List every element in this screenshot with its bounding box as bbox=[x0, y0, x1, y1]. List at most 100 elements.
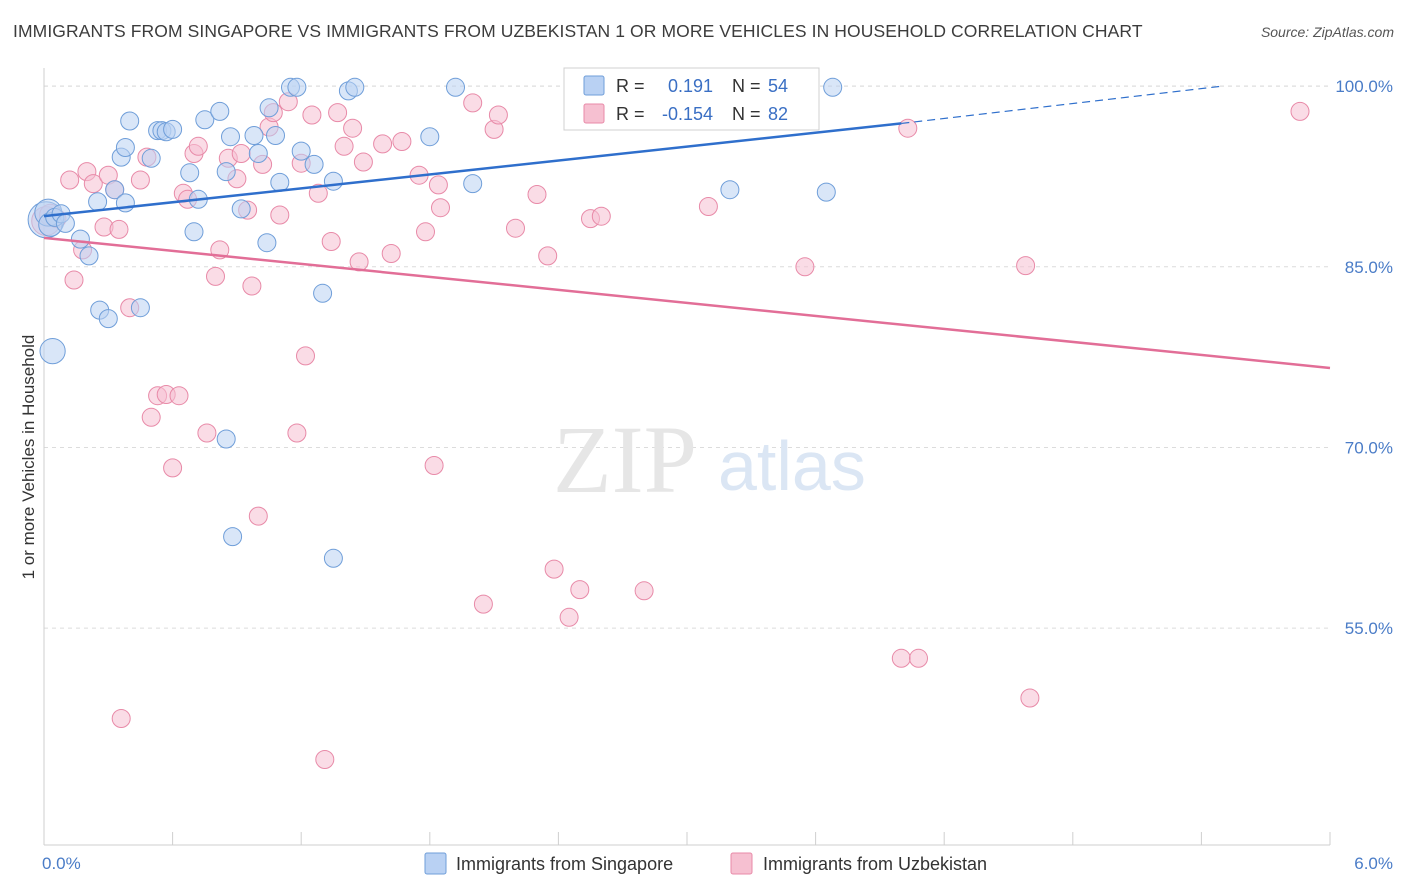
uzbekistan-point bbox=[163, 458, 183, 478]
stats-swatch-uzbekistan bbox=[583, 103, 605, 124]
singapore-point bbox=[231, 199, 251, 219]
uzbekistan-point bbox=[891, 648, 911, 668]
uzbekistan-point bbox=[570, 580, 590, 600]
singapore-point bbox=[163, 119, 183, 139]
uzbekistan-point bbox=[795, 257, 815, 277]
legend-swatch-uzbekistan bbox=[730, 852, 753, 875]
chart-title: IMMIGRANTS FROM SINGAPORE VS IMMIGRANTS … bbox=[13, 21, 1143, 41]
uzbekistan-point bbox=[111, 709, 131, 728]
stats-n-label-0: N = bbox=[732, 76, 761, 96]
singapore-point bbox=[323, 171, 343, 191]
singapore-point bbox=[180, 163, 200, 183]
uzbekistan-point bbox=[308, 183, 328, 203]
uzbekistan-point bbox=[130, 170, 150, 190]
uzbekistan-point bbox=[559, 607, 579, 627]
x-tick-label-min: 0.0% bbox=[42, 854, 81, 873]
uzbekistan-point bbox=[538, 246, 558, 266]
singapore-point bbox=[463, 174, 483, 194]
legend-swatch-singapore bbox=[424, 852, 447, 875]
uzbekistan-point bbox=[506, 218, 525, 238]
uzbekistan-point bbox=[1016, 256, 1036, 276]
stats-n-value-0: 54 bbox=[768, 76, 788, 96]
singapore-point bbox=[720, 180, 740, 200]
uzbekistan-point bbox=[315, 750, 335, 769]
y-tick-label: 70.0% bbox=[1345, 438, 1393, 457]
stats-box-frame bbox=[563, 67, 820, 131]
legend-label-singapore: Immigrants from Singapore bbox=[456, 854, 673, 874]
stats-box: R = 0.191 N = 54 R = -0.154 N = 82 bbox=[563, 67, 820, 131]
singapore-point bbox=[244, 126, 264, 145]
uzbekistan-point bbox=[591, 206, 611, 226]
uzbekistan-point bbox=[1290, 101, 1310, 121]
uzbekistan-point bbox=[321, 232, 341, 251]
singapore-point bbox=[195, 110, 215, 130]
uzbekistan-point bbox=[270, 205, 290, 225]
uzbekistan-point bbox=[141, 407, 161, 427]
singapore-point bbox=[266, 126, 285, 145]
singapore-point bbox=[216, 162, 236, 182]
stats-n-label-1: N = bbox=[732, 104, 761, 124]
singapore-point bbox=[259, 98, 279, 118]
uzbekistan-point bbox=[698, 197, 718, 216]
uzbekistan-point bbox=[302, 105, 322, 125]
uzbekistan-point bbox=[898, 118, 918, 138]
gridlines bbox=[44, 85, 1330, 629]
uzbekistan-point bbox=[381, 244, 401, 263]
singapore-point bbox=[816, 182, 836, 202]
uzbekistan-point bbox=[1020, 688, 1040, 708]
singapore-point bbox=[345, 77, 365, 97]
singapore-point bbox=[257, 233, 277, 253]
singapore-point bbox=[141, 148, 161, 168]
bottom-legend: Immigrants from Singapore Immigrants fro… bbox=[424, 852, 987, 875]
uzbekistan-point bbox=[634, 581, 654, 601]
singapore-point bbox=[105, 180, 125, 200]
uzbekistan-point bbox=[392, 132, 412, 151]
singapore-point bbox=[420, 127, 440, 147]
uzbekistan-point bbox=[416, 222, 435, 242]
x-tick-marks bbox=[43, 832, 1331, 845]
stats-r-value-0: 0.191 bbox=[668, 76, 713, 96]
uzbekistan-point bbox=[64, 270, 84, 290]
singapore-point bbox=[216, 429, 236, 449]
uzbekistan-trendline bbox=[43, 236, 1331, 370]
singapore-point bbox=[291, 141, 311, 161]
stats-n-value-1: 82 bbox=[768, 104, 788, 124]
trendlines bbox=[43, 85, 1331, 370]
singapore-point bbox=[39, 338, 66, 365]
uzbekistan-point bbox=[60, 170, 80, 190]
uzbekistan-point bbox=[428, 175, 448, 195]
singapore-point bbox=[70, 229, 90, 249]
uzbekistan-point bbox=[424, 456, 444, 475]
singapore-point bbox=[287, 77, 307, 97]
uzbekistan-point bbox=[248, 506, 268, 526]
y-tick-labels: 100.0% 85.0% 70.0% 55.0% bbox=[1335, 77, 1393, 638]
singapore-point bbox=[79, 246, 99, 266]
uzbekistan-point bbox=[231, 144, 251, 163]
uzbekistan-point bbox=[197, 423, 217, 443]
uzbekistan-point bbox=[473, 594, 493, 614]
singapore-point bbox=[270, 172, 290, 192]
uzbekistan-point bbox=[242, 276, 262, 296]
uzbekistan-point bbox=[353, 152, 373, 172]
watermark-atlas: atlas bbox=[718, 427, 866, 505]
stats-swatch-singapore bbox=[583, 75, 605, 96]
uzbekistan-point bbox=[373, 134, 393, 154]
uzbekistan-point bbox=[83, 174, 103, 194]
uzbekistan-point bbox=[334, 136, 354, 156]
watermark-zip: ZIP bbox=[553, 406, 697, 513]
uzbekistan-point bbox=[463, 93, 483, 113]
uzbekistan-point bbox=[431, 198, 450, 218]
singapore-point bbox=[184, 222, 204, 242]
legend-label-uzbekistan: Immigrants from Uzbekistan bbox=[763, 854, 987, 874]
uzbekistan-point bbox=[109, 219, 129, 239]
uzbekistan-point bbox=[527, 185, 547, 204]
chart-source: Source: ZipAtlas.com bbox=[1260, 24, 1394, 40]
singapore-point bbox=[115, 138, 135, 157]
uzbekistan-point bbox=[206, 266, 225, 286]
uzbekistan-point bbox=[343, 118, 363, 138]
uzbekistan-point bbox=[328, 103, 348, 123]
y-tick-label: 85.0% bbox=[1345, 258, 1393, 277]
stats-r-label-0: R = bbox=[616, 76, 645, 96]
uzbekistan-point bbox=[188, 136, 208, 156]
